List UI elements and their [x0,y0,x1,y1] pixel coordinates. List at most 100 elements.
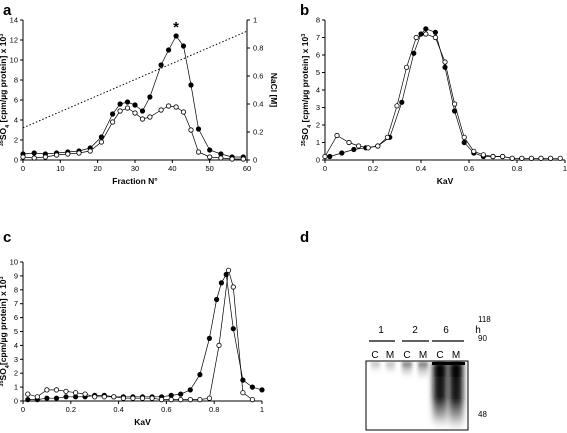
y2-tick-label: 0.2 [253,128,263,137]
lane-label-1: C [371,350,378,361]
x-tick-label: 1 [260,405,264,414]
series-2-point [365,145,371,151]
series-1-point [132,102,138,108]
y-tick-label: 0 [14,397,18,406]
series-2-point [31,155,37,161]
series-1-point [147,94,153,100]
panel-label-d: d [300,229,309,246]
series-2-point [168,396,174,403]
time-unit-label: h [475,325,481,336]
x-axis-label: Fraction N° [112,176,158,186]
x-tick-label: 40 [168,164,176,173]
series-2-point [206,395,212,401]
gel-lanes [371,362,465,430]
x-tick-label: 0.2 [66,405,76,414]
y2-tick-label: 0.6 [253,72,263,81]
series-2-point [101,394,107,400]
series-2-point [130,395,136,401]
x-tick-label: 0 [21,405,25,414]
series-1-point [207,147,213,153]
y-tick-label: 5 [316,68,320,77]
y-tick-label: 3 [14,355,18,364]
series-2-point [442,59,448,65]
series-2-point [334,132,340,139]
series-1-point [259,387,265,393]
mw-marker-118: 118 [478,315,491,324]
series-1-point [139,108,146,114]
series-2-point [87,148,93,154]
time-label-1h: 1 [378,325,384,336]
x-tick-label: 60 [243,164,251,173]
series-2-point [188,127,194,133]
y-tick-label: 3 [316,103,320,112]
series-2-point [230,284,236,290]
series-1-point [423,26,429,32]
x-tick-label: 50 [205,164,213,173]
series-2-point [158,107,164,113]
gel-lane-4 [418,362,428,380]
y-tick-label: 8 [14,76,18,85]
series-1-point [223,271,229,278]
series-2-point [117,108,123,114]
series-1-point [63,394,69,400]
x-axis-label: KaV [437,176,454,186]
series-1-point [351,146,357,153]
series-2-point [120,395,127,401]
series-1-point [188,82,194,88]
x-tick-label: 0.4 [113,405,123,414]
series-2-point [139,395,146,401]
series-2-point [111,394,117,400]
series-1-point [197,371,203,378]
series-1-point [180,43,187,49]
y-tick-label: 7 [316,33,320,42]
series-1-point [461,139,467,146]
series-1-point [168,392,174,398]
series-1-point [31,150,37,156]
y-tick-label: 2 [14,136,18,145]
series-1-point [327,153,333,160]
gel-lane-3 [402,362,412,378]
series-1-point [25,396,31,403]
series-2-point [451,101,458,107]
lane-label-6: M [452,350,460,361]
series-2-point [432,34,438,41]
panel-label-b: b [300,2,309,19]
series-2-point [25,391,31,397]
y-tick-label: 1 [316,138,320,147]
series-2-point [207,154,213,160]
series-2-point [480,152,486,158]
series-1-point [178,391,184,397]
y-tick-label: 0 [14,156,18,165]
series-2-point [65,151,71,157]
series-1-point [44,395,50,401]
y-tick-label: 6 [14,313,18,322]
y-tick-label: 0 [316,156,320,165]
peak-annotation: * [173,19,179,36]
panel-label-a: a [3,2,12,19]
y2-tick-label: 1 [253,16,257,25]
y2-tick-label: 0.4 [253,100,263,109]
series-2-point [528,155,535,161]
series-2-point [322,153,328,160]
series-1-point [53,395,60,401]
y-tick-label: 4 [14,341,18,350]
x-tick-label: 0.6 [161,405,171,414]
series-2-point [98,139,105,145]
series-2-point [216,342,222,348]
x-axis-label: KaV [134,417,151,427]
series-2-point [132,110,138,116]
series-2-point [63,388,69,394]
series-2-line [27,270,253,400]
series-2-point [394,103,400,109]
chart-c: 0 0.2 0.4 0.6 0.8 1012345678910KaV35SO4[cpm/µ… [0,258,265,427]
lane-label-5: C [436,350,443,361]
series-2-point [413,34,419,41]
series-2-point [159,396,165,403]
series-1-point [339,150,345,156]
y-tick-label: 6 [316,51,320,60]
x-tick-label: 20 [93,164,101,173]
series-2-point [73,390,79,396]
series-2-point [195,149,202,155]
series-2-point [471,148,477,154]
series-2-point [178,396,184,403]
